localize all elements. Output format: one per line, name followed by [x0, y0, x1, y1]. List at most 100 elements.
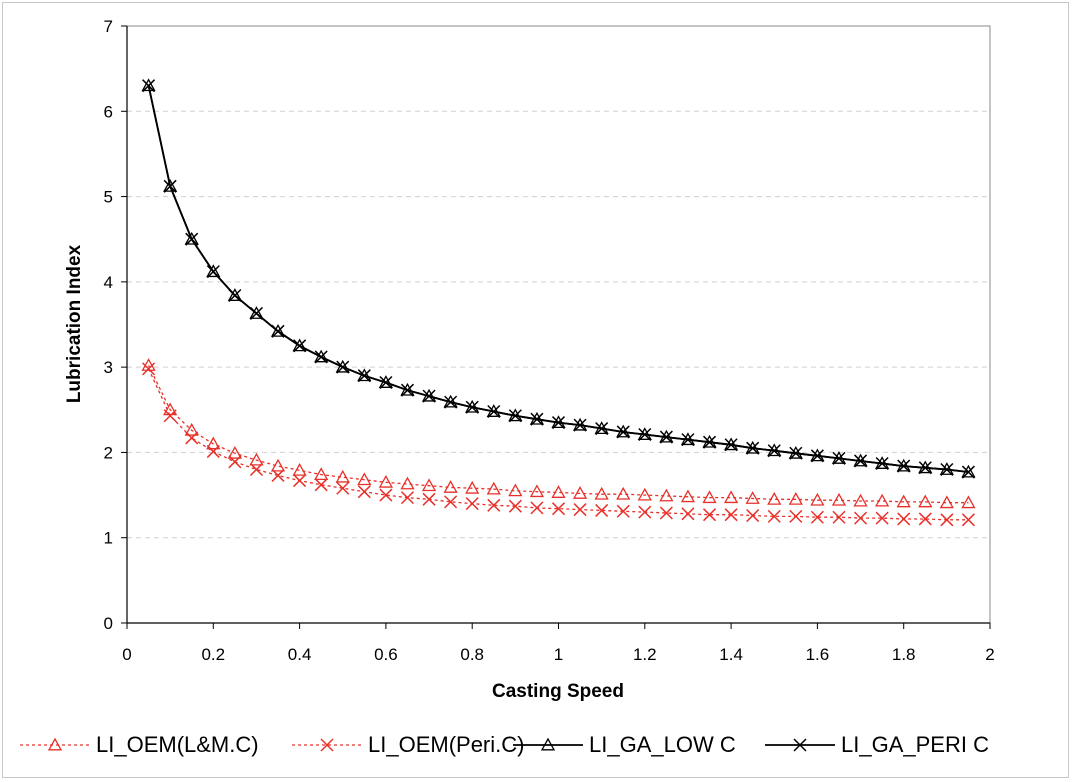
data-point — [292, 463, 307, 476]
data-point — [465, 400, 479, 414]
data-point — [723, 490, 739, 504]
data-point — [897, 459, 911, 473]
data-point — [487, 498, 501, 512]
data-point — [573, 503, 587, 517]
series-1 — [141, 358, 976, 509]
data-point — [400, 383, 415, 397]
data-point — [422, 492, 436, 506]
data-point — [680, 489, 696, 503]
data-point — [961, 513, 975, 527]
data-point — [163, 178, 178, 192]
data-point — [508, 483, 523, 497]
data-point — [832, 510, 846, 524]
data-point — [249, 306, 263, 320]
legend-item-2: LI_OEM(Peri.C) — [292, 732, 524, 757]
series-4 — [142, 79, 975, 479]
data-point — [422, 389, 436, 403]
data-point — [810, 510, 824, 524]
data-point — [875, 493, 890, 507]
y-tick-label: 5 — [104, 188, 113, 207]
data-point — [379, 375, 393, 390]
data-point — [616, 425, 630, 439]
data-point — [184, 422, 199, 436]
data-point — [595, 503, 609, 517]
data-point — [530, 412, 544, 426]
data-point — [206, 445, 220, 459]
data-point — [746, 509, 760, 523]
data-point — [465, 497, 479, 511]
data-point — [400, 491, 415, 505]
data-point — [228, 455, 242, 469]
data-point — [637, 487, 652, 501]
data-point — [206, 436, 221, 450]
data-point — [746, 441, 760, 455]
data-point — [789, 446, 803, 460]
legend-label: LI_GA_PERI C — [841, 732, 989, 757]
data-point — [357, 369, 371, 383]
data-point — [789, 509, 803, 523]
data-point — [940, 513, 954, 527]
series-line — [148, 365, 969, 504]
data-point — [854, 454, 868, 468]
data-point — [249, 306, 264, 319]
x-tick-label: 0.2 — [201, 645, 225, 664]
data-point — [638, 427, 652, 442]
data-point — [487, 404, 501, 419]
data-point — [702, 508, 717, 522]
data-point — [724, 508, 738, 522]
data-point — [875, 511, 889, 525]
data-point — [163, 409, 177, 423]
x-tick-label: 1.6 — [806, 645, 830, 664]
y-tick-label: 0 — [104, 614, 113, 633]
legend-marker — [793, 738, 807, 752]
y-tick-label: 7 — [104, 17, 113, 36]
y-tick-label: 4 — [104, 273, 113, 292]
data-point — [141, 78, 156, 92]
data-point — [228, 288, 242, 303]
x-tick-label: 1 — [554, 645, 563, 664]
data-point — [573, 418, 587, 432]
legend: LI_OEM(L&M.C) LI_OEM(Peri.C) LI_GA_LOW C LI… — [20, 732, 989, 757]
y-tick-label: 1 — [104, 529, 113, 548]
x-tick-label: 0.6 — [374, 645, 398, 664]
data-point — [551, 485, 566, 498]
data-point — [270, 323, 286, 337]
data-point — [293, 474, 307, 488]
data-point — [724, 438, 738, 452]
data-point — [465, 480, 480, 494]
data-point — [918, 494, 933, 508]
data-point — [357, 472, 372, 486]
data-point — [336, 481, 350, 495]
data-point — [163, 179, 177, 193]
data-point — [551, 502, 566, 516]
data-point — [184, 231, 199, 245]
x-tick-label: 2 — [985, 645, 994, 664]
data-point — [940, 462, 954, 477]
legend-item-1: LI_OEM(L&M.C) — [20, 732, 259, 757]
data-point — [681, 507, 695, 521]
data-point — [249, 452, 264, 466]
data-point — [142, 79, 156, 93]
data-point — [443, 480, 458, 493]
data-point — [508, 409, 522, 423]
data-point — [594, 486, 609, 500]
plot-area — [126, 25, 991, 624]
data-point — [378, 474, 394, 488]
data-point — [185, 232, 199, 246]
data-point — [508, 499, 522, 513]
data-point — [702, 490, 717, 504]
x-tick-label: 0.8 — [460, 645, 484, 664]
data-point — [206, 265, 220, 279]
data-point — [336, 360, 350, 374]
data-point — [357, 485, 371, 499]
data-point — [185, 431, 199, 445]
data-point — [745, 491, 760, 504]
data-point — [335, 469, 350, 483]
x-tick-label: 1.2 — [633, 645, 657, 664]
data-point — [270, 458, 286, 472]
data-point — [227, 288, 242, 301]
legend-label: LI_OEM(L&M.C) — [96, 732, 259, 757]
series-line — [148, 368, 969, 521]
data-point — [444, 495, 458, 509]
data-point — [529, 484, 545, 498]
